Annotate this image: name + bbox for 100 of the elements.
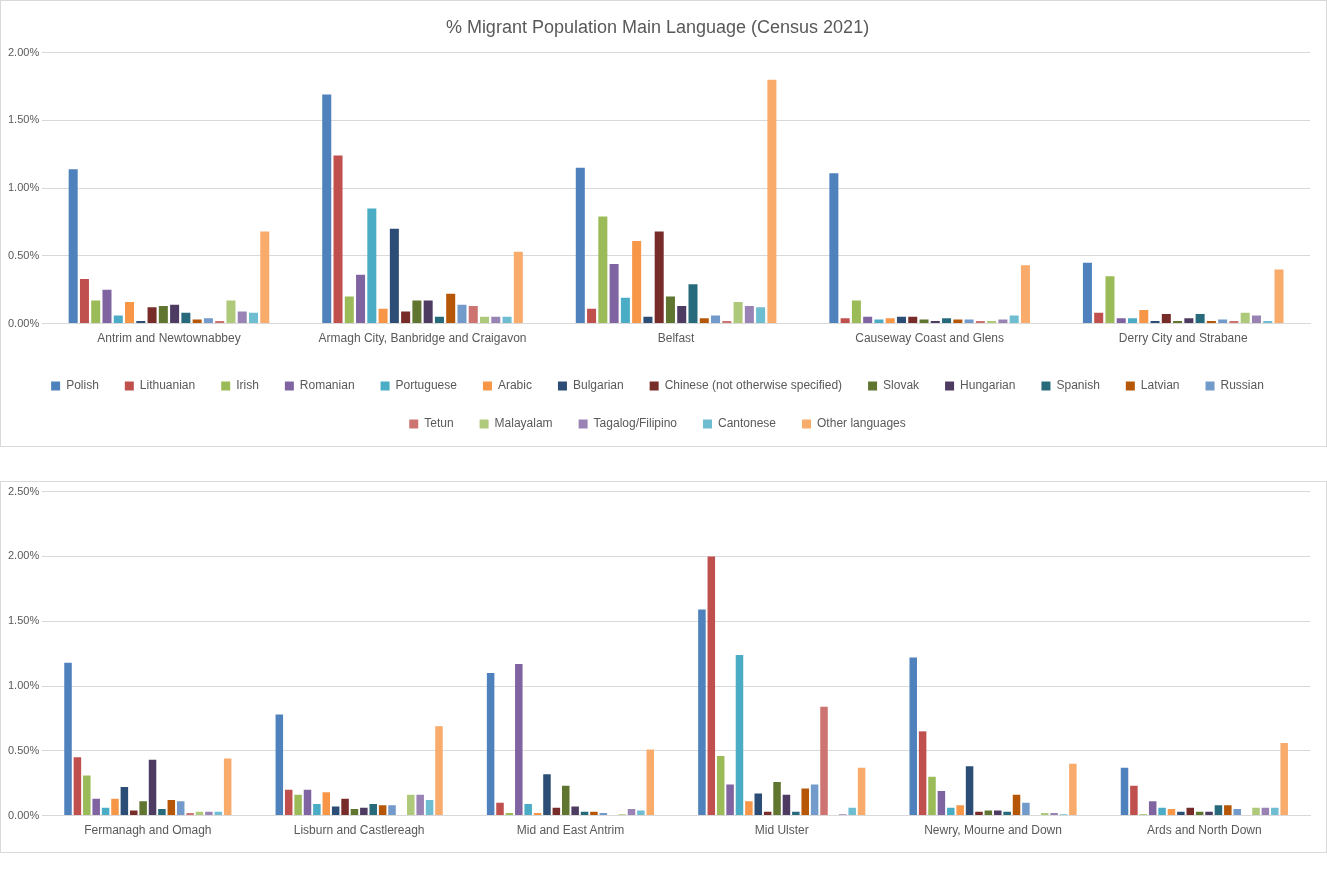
bar: [205, 811, 213, 816]
bar: [543, 774, 551, 816]
bar: [322, 94, 332, 324]
bar: [942, 318, 952, 324]
bar: [688, 284, 698, 324]
bar: [711, 315, 721, 324]
bar: [1251, 315, 1261, 324]
bar: [1120, 767, 1129, 816]
legend-label: Latvian: [1140, 378, 1180, 393]
bar: [965, 766, 974, 816]
bar: [434, 316, 444, 324]
bar: [260, 231, 270, 324]
legend-label: Spanish: [1056, 378, 1100, 393]
bar: [1252, 807, 1260, 816]
bar: [773, 781, 781, 816]
bar: [735, 654, 744, 816]
bar: [275, 714, 284, 816]
bar: [303, 789, 312, 816]
bar: [513, 251, 523, 324]
bar: [167, 800, 176, 816]
bar: [1069, 763, 1077, 816]
legend-label: Other languages: [817, 416, 906, 431]
bar: [1128, 318, 1138, 324]
x-tick-label: Newry, Mourne and Down: [924, 823, 1062, 838]
bar: [733, 301, 743, 324]
bar: [344, 296, 354, 324]
bar: [416, 794, 424, 816]
bar: [782, 794, 791, 816]
legend-label: Malayalam: [494, 416, 553, 431]
y-tick-label: 0.50%: [7, 743, 40, 756]
y-tick-label: 2.00%: [7, 45, 40, 58]
bar: [496, 802, 504, 816]
bar: [975, 320, 985, 324]
bar: [947, 807, 955, 816]
bar: [1139, 310, 1149, 324]
bar: [480, 316, 490, 324]
legend-label: Irish: [236, 378, 259, 393]
bar: [158, 809, 166, 816]
bar: [646, 749, 655, 816]
bar: [1206, 320, 1216, 324]
bar: [1116, 318, 1126, 324]
bar: [139, 801, 147, 816]
bar: [575, 167, 585, 324]
legend-label: Arabic: [497, 378, 532, 393]
bar: [829, 173, 839, 324]
legend-label: Tetun: [424, 416, 454, 431]
bar: [91, 300, 101, 324]
bar: [423, 300, 433, 324]
bar: [1161, 314, 1171, 324]
bar: [407, 794, 415, 816]
bar: [840, 318, 850, 324]
x-tick-label: Armagh City, Banbridge and Craigavon: [318, 331, 527, 346]
bar: [1233, 809, 1241, 816]
legend-label: Lithuanian: [139, 378, 196, 393]
bar: [1158, 807, 1166, 816]
legend-label: Portuguese: [395, 378, 458, 393]
bar: [590, 811, 598, 816]
bar: [79, 278, 89, 324]
bar: [360, 807, 368, 816]
bar: [632, 240, 642, 324]
bar: [1020, 265, 1030, 324]
bar: [1240, 312, 1250, 324]
y-tick-label: 2.50%: [7, 484, 40, 497]
bar: [369, 803, 377, 816]
bar: [1130, 785, 1138, 816]
bar: [1224, 805, 1232, 816]
bar: [113, 315, 123, 324]
bar: [367, 208, 377, 324]
bar: [1022, 802, 1030, 816]
bar: [707, 556, 716, 816]
bar: [120, 787, 129, 816]
x-tick-label: Mid and East Antrim: [516, 823, 625, 838]
bar: [637, 810, 645, 816]
bar: [237, 311, 247, 324]
bar: [1205, 811, 1213, 816]
bar: [1271, 807, 1279, 816]
bar: [350, 809, 359, 816]
bar: [851, 300, 861, 324]
bar: [993, 810, 1002, 816]
bar: [341, 798, 349, 816]
bar: [908, 316, 918, 324]
bar: [571, 806, 579, 816]
bar: [1082, 262, 1092, 324]
bar: [885, 318, 895, 324]
bar: [223, 758, 232, 816]
bar: [918, 731, 927, 816]
y-tick-label: 0.00%: [7, 808, 40, 821]
bar: [726, 784, 734, 816]
legend-label: Chinese (not otherwise specified): [664, 378, 843, 393]
bar: [388, 805, 396, 816]
bar: [435, 726, 443, 816]
bar: [1274, 269, 1284, 324]
bar: [863, 316, 873, 324]
bar: [1167, 809, 1176, 816]
y-tick-label: 1.50%: [7, 113, 40, 126]
bar: [102, 289, 112, 324]
y-tick-label: 1.00%: [7, 181, 40, 194]
bar: [294, 794, 302, 816]
bar: [1012, 794, 1021, 816]
bar: [1229, 320, 1239, 324]
